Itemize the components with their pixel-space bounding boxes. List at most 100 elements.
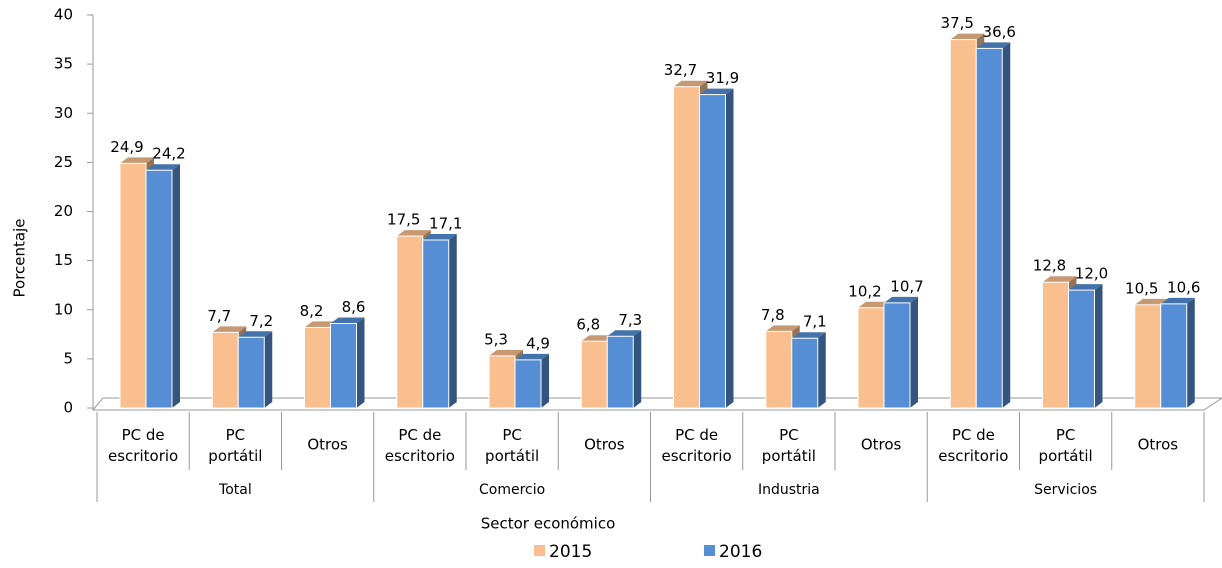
x-tick-label: PC portátil xyxy=(485,426,539,465)
data-label: 10,5 xyxy=(1125,279,1158,297)
data-label: 8,6 xyxy=(342,298,366,316)
data-label: 7,8 xyxy=(761,306,785,324)
y-tick-label: 35 xyxy=(54,55,73,73)
bar xyxy=(699,94,726,409)
bar-top xyxy=(238,331,273,338)
group-label: Total xyxy=(218,482,252,498)
bar-top xyxy=(791,332,826,339)
bar-side xyxy=(725,88,734,409)
bar-top xyxy=(489,349,523,356)
x-tick-label: PC de escritorio xyxy=(938,426,1008,465)
data-label: 36,6 xyxy=(983,23,1016,41)
bar xyxy=(396,235,424,409)
data-label: 17,5 xyxy=(387,211,420,229)
y-tick-label: 0 xyxy=(63,399,73,417)
bar-top xyxy=(1068,284,1103,291)
x-tick-label: PC portátil xyxy=(762,426,816,465)
bar xyxy=(1134,304,1162,409)
data-label: 10,2 xyxy=(848,282,881,300)
y-tick-label: 30 xyxy=(54,104,73,122)
bar xyxy=(330,323,357,409)
group-label: Industria xyxy=(758,482,820,498)
bar-side xyxy=(448,233,457,408)
bar xyxy=(765,330,793,409)
bar xyxy=(145,169,173,409)
bar xyxy=(422,239,450,409)
bar-side xyxy=(1186,297,1195,408)
bar-side xyxy=(1094,284,1103,408)
data-label: 6,8 xyxy=(576,316,600,334)
legend-swatch xyxy=(704,545,715,556)
data-label: 10,6 xyxy=(1167,278,1200,296)
y-axis-title: Porcentaje xyxy=(11,219,29,298)
bar-side xyxy=(633,330,642,408)
bar xyxy=(580,340,608,409)
data-label: 7,1 xyxy=(803,313,827,331)
bar xyxy=(514,359,542,409)
data-label: 24,2 xyxy=(152,145,185,163)
bar xyxy=(791,337,819,409)
bar-top xyxy=(146,164,180,171)
data-label: 4,9 xyxy=(526,334,550,352)
data-label: 37,5 xyxy=(941,14,974,32)
bar xyxy=(304,326,331,409)
bar xyxy=(673,86,700,409)
bar-side xyxy=(264,331,273,408)
bar xyxy=(949,39,977,409)
data-label: 31,9 xyxy=(706,69,739,87)
x-tick-label: PC de escritorio xyxy=(108,426,178,465)
bar-top xyxy=(607,330,642,337)
bar xyxy=(975,47,1003,409)
y-tick-label: 25 xyxy=(54,153,73,171)
bar-top xyxy=(212,326,247,333)
bar-top xyxy=(422,233,457,240)
bar xyxy=(488,355,516,409)
data-label: 12,8 xyxy=(1033,257,1066,275)
data-label: 7,2 xyxy=(249,312,273,330)
y-tick-label: 15 xyxy=(54,251,73,269)
data-label: 17,1 xyxy=(429,214,462,232)
bar-top xyxy=(673,80,708,87)
y-tick-label: 20 xyxy=(54,202,73,220)
x-tick-label: Otros xyxy=(307,436,348,454)
bar-top xyxy=(1134,298,1169,305)
legend-swatch xyxy=(534,545,545,556)
bar-side xyxy=(541,353,549,408)
x-tick-label: PC de escritorio xyxy=(385,426,455,465)
y-tick-label: 5 xyxy=(63,349,73,367)
data-label: 7,3 xyxy=(618,311,642,329)
data-label: 7,7 xyxy=(207,307,231,325)
data-label: 5,3 xyxy=(484,330,508,348)
bar-top xyxy=(1160,297,1195,304)
bar xyxy=(119,162,147,409)
x-tick-label: PC portátil xyxy=(1039,426,1093,465)
bar-top xyxy=(396,230,431,237)
bar xyxy=(237,336,265,409)
bar-top xyxy=(884,296,918,303)
data-label: 10,7 xyxy=(890,277,923,295)
bar xyxy=(1160,303,1188,409)
bar xyxy=(606,335,634,409)
bar xyxy=(857,307,885,409)
floor xyxy=(91,397,1222,411)
bar xyxy=(1068,289,1095,409)
bar xyxy=(1042,281,1069,409)
bar-top xyxy=(120,157,154,164)
x-axis-title: Sector económico xyxy=(481,515,616,533)
bar-top xyxy=(950,33,985,40)
x-tick-label: Otros xyxy=(1138,436,1179,454)
legend-label: 2015 xyxy=(549,542,592,562)
data-label: 32,7 xyxy=(664,61,697,79)
bar-top xyxy=(330,317,365,324)
bar-top xyxy=(976,42,1011,49)
bar xyxy=(883,302,911,409)
data-label: 8,2 xyxy=(300,302,324,320)
bar xyxy=(211,331,239,409)
x-tick-label: PC de escritorio xyxy=(662,426,732,465)
data-label: 24,9 xyxy=(110,138,143,156)
bar-top xyxy=(1042,276,1077,283)
bar-top xyxy=(765,325,800,332)
bar-side xyxy=(910,296,918,408)
group-label: Comercio xyxy=(479,482,545,498)
